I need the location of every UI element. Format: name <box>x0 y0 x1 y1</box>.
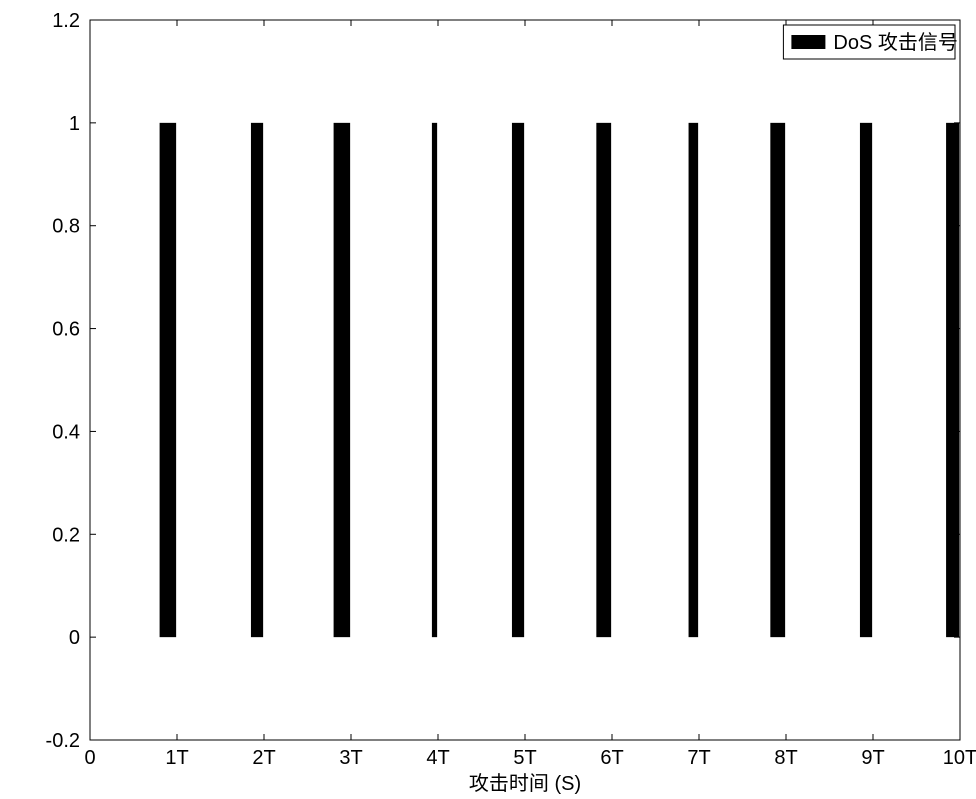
y-tick-label: -0.2 <box>46 730 80 752</box>
x-tick-label: 3T <box>339 747 362 769</box>
plot-border-top <box>90 20 960 740</box>
legend-label: DoS 攻击信号 <box>833 31 957 54</box>
y-tick-label: 0.4 <box>52 421 80 443</box>
y-tick-label: 0.6 <box>52 319 80 341</box>
bar-3 <box>334 123 351 637</box>
legend: DoS 攻击信号 <box>783 25 957 59</box>
x-tick-label: 2T <box>252 747 275 769</box>
x-tick-label: 0 <box>84 747 95 769</box>
x-tick-label: 4T <box>426 747 449 769</box>
y-tick-label: 1 <box>69 113 80 135</box>
bar-10 <box>946 123 959 637</box>
y-tick-label: 0.8 <box>52 216 80 238</box>
bar-2 <box>251 123 263 637</box>
y-tick-label: 0 <box>69 627 80 649</box>
bar-1 <box>160 123 177 637</box>
x-tick-label: 5T <box>513 747 536 769</box>
bars-group <box>160 123 960 637</box>
bar-6 <box>596 123 611 637</box>
x-tick-label: 9T <box>861 747 884 769</box>
x-tick-label: 1T <box>165 747 188 769</box>
x-axis-label: 攻击时间 (S) <box>469 772 581 795</box>
chart-container: 01T2T3T4T5T6T7T8T9T10T-0.200.20.40.60.81… <box>0 0 976 799</box>
x-tick-label: 7T <box>687 747 710 769</box>
bar-9 <box>860 123 872 637</box>
plot-border <box>90 20 960 740</box>
y-tick-label: 1.2 <box>52 10 80 32</box>
dos-attack-signal-chart: 01T2T3T4T5T6T7T8T9T10T-0.200.20.40.60.81… <box>0 0 976 799</box>
y-tick-label: 0.2 <box>52 524 80 546</box>
bar-5 <box>512 123 524 637</box>
bar-8 <box>770 123 785 637</box>
x-tick-label: 8T <box>774 747 797 769</box>
legend-swatch <box>791 35 825 49</box>
x-tick-label: 6T <box>600 747 623 769</box>
bar-7 <box>689 123 699 637</box>
x-tick-label: 10T <box>943 747 976 769</box>
bar-4 <box>432 123 437 637</box>
